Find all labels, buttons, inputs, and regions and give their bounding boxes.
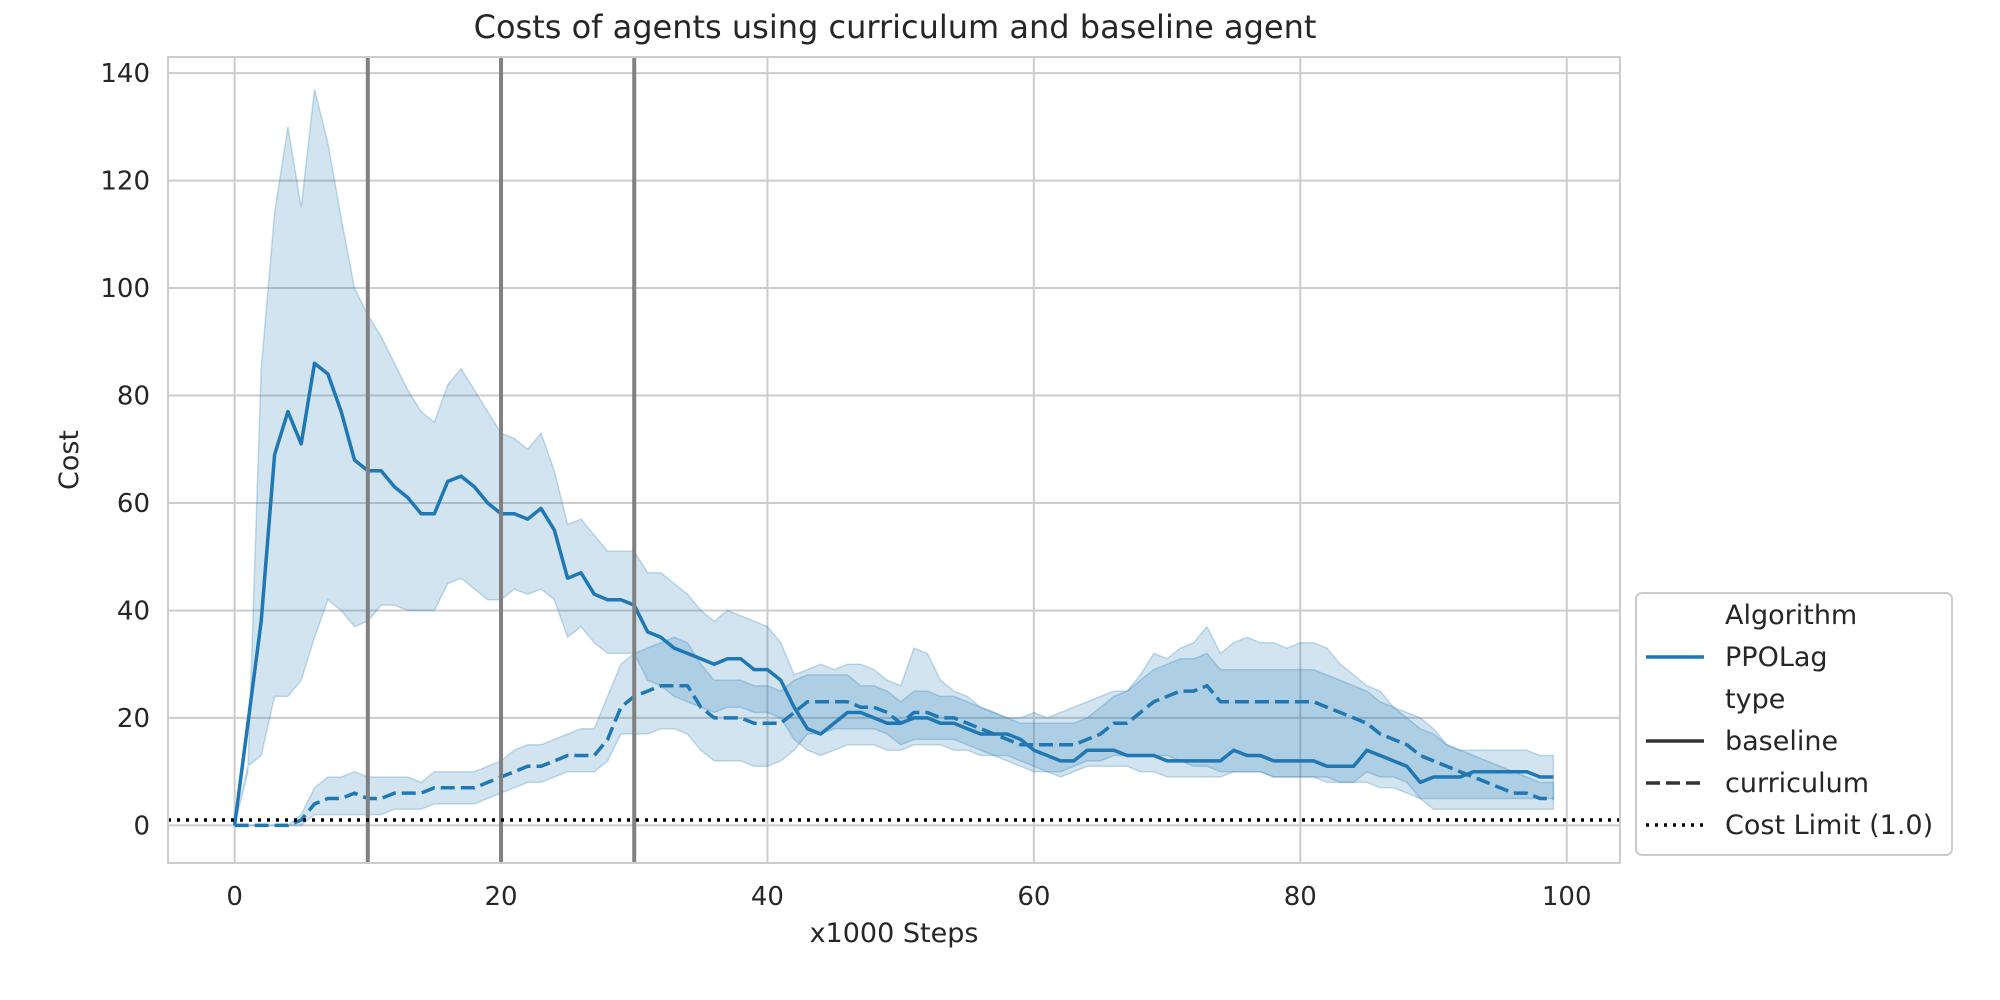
- y-tick-label: 140: [100, 59, 150, 89]
- chart-title: Costs of agents using curriculum and bas…: [474, 8, 1317, 46]
- y-tick-label: 120: [100, 167, 150, 197]
- y-tick-label: 80: [117, 382, 150, 412]
- curriculum-stage-lines: [365, 57, 637, 863]
- x-tick-label: 100: [1542, 882, 1592, 912]
- legend-label-baseline: baseline: [1725, 726, 1838, 757]
- legend-label-ppolag: PPOLag: [1725, 642, 1828, 673]
- x-tick-label: 80: [1284, 882, 1317, 912]
- y-tick-label: 20: [117, 704, 150, 734]
- x-tick-label: 0: [226, 882, 243, 912]
- legend: Algorithm PPOLag type baseline curriculu…: [1635, 592, 1953, 856]
- x-tick-label: 20: [484, 882, 517, 912]
- y-tick-label: 0: [133, 811, 150, 841]
- y-tick-label: 60: [117, 489, 150, 519]
- x-tick-label: 40: [751, 882, 784, 912]
- legend-label-curriculum: curriculum: [1725, 768, 1869, 799]
- legend-header-type: type: [1725, 684, 1785, 715]
- x-axis-label: x1000 Steps: [810, 918, 979, 949]
- legend-header-algorithm: Algorithm: [1725, 600, 1857, 631]
- grid: [168, 57, 1620, 863]
- series-lines: [232, 361, 1554, 828]
- legend-label-cost-limit: Cost Limit (1.0): [1725, 810, 1933, 841]
- legend-box: [1635, 592, 1953, 856]
- plot-frame: [167, 56, 1621, 864]
- y-tick-label: 100: [100, 274, 150, 304]
- y-axis-label: Cost: [54, 430, 85, 490]
- ci-band-curriculum: [234, 636, 1555, 827]
- y-tick-label: 40: [117, 596, 150, 626]
- tick-labels: 0 20 40 60 80 100 0 20 40 60 80 100 120 140: [100, 59, 1591, 912]
- series-line-curriculum: [234, 683, 1554, 828]
- x-tick-label: 60: [1017, 882, 1050, 912]
